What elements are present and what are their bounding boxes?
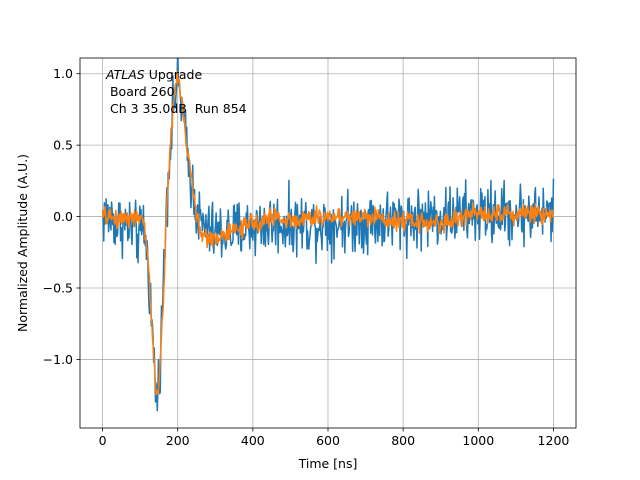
annotation-atlas: ATLAS	[105, 67, 145, 82]
grid-lines	[80, 58, 576, 428]
y-axis-label: Normalized Amplitude (A.U.)	[15, 154, 30, 332]
x-axis-label: Time [ns]	[298, 456, 358, 471]
y-tick-label: 0.0	[53, 209, 73, 224]
annotation-line-1: ATLAS Upgrade	[105, 67, 202, 82]
x-tick-label: 800	[391, 433, 415, 448]
y-tick-label: 0.5	[53, 138, 73, 153]
x-tick-label: 0	[99, 433, 107, 448]
y-tick-label: −1.0	[43, 352, 73, 367]
x-tick-label: 200	[166, 433, 190, 448]
annotation-upgrade: Upgrade	[145, 67, 203, 82]
annotation-line-3: Ch 3 35.0dB Run 854	[106, 101, 247, 116]
y-tick-label: 1.0	[53, 66, 73, 81]
annotation-line-2: Board 260	[106, 84, 175, 99]
annotation: ATLAS Upgrade Board 260 Ch 3 35.0dB Run …	[105, 67, 247, 116]
x-tick-label: 1200	[538, 433, 570, 448]
series-line-2	[101, 70, 555, 396]
x-tick-label: 600	[316, 433, 340, 448]
x-tick-label: 1000	[462, 433, 494, 448]
axis-ticks: 0 200 400 600 800 1000 1200 −1.0 −0.5 0.0 0.5 1.0	[43, 66, 570, 448]
y-tick-label: −0.5	[43, 281, 73, 296]
x-tick-label: 400	[241, 433, 265, 448]
series-layer	[101, 58, 555, 412]
